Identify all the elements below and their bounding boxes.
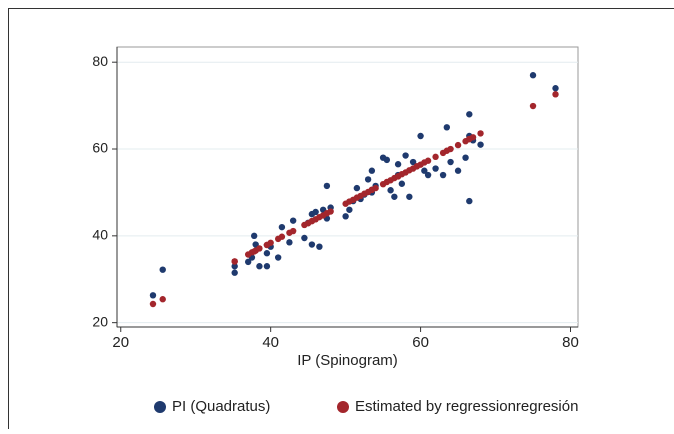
point <box>399 181 405 187</box>
x-tick-label: 80 <box>562 334 579 351</box>
point <box>466 198 472 204</box>
point <box>470 134 476 140</box>
point <box>395 161 401 167</box>
point <box>455 168 461 174</box>
point <box>466 111 472 117</box>
y-tick-label: 60 <box>92 140 108 156</box>
point <box>372 185 378 191</box>
point <box>279 234 285 240</box>
point <box>275 254 281 260</box>
point <box>391 194 397 200</box>
point <box>231 258 237 264</box>
point <box>425 158 431 164</box>
point <box>150 301 156 307</box>
point <box>387 187 393 193</box>
point <box>447 146 453 152</box>
y-tick-label: 80 <box>92 53 108 69</box>
point <box>160 296 166 302</box>
point <box>530 103 536 109</box>
legend-label: Estimated by regressionregresión <box>355 398 578 415</box>
point <box>552 85 558 91</box>
point <box>432 165 438 171</box>
point <box>256 263 262 269</box>
point <box>267 240 273 246</box>
x-tick-label: 60 <box>412 334 429 351</box>
point <box>256 245 262 251</box>
point <box>406 194 412 200</box>
point <box>477 130 483 136</box>
x-tick-label: 20 <box>112 334 129 351</box>
point <box>530 72 536 78</box>
point <box>384 157 390 163</box>
point <box>432 154 438 160</box>
point <box>286 239 292 245</box>
point <box>417 133 423 139</box>
plot-area <box>117 47 578 327</box>
point <box>455 142 461 148</box>
legend-marker <box>154 401 166 413</box>
point <box>290 217 296 223</box>
point <box>369 168 375 174</box>
point <box>440 172 446 178</box>
x-axis-label: IP (Spinogram) <box>297 352 398 369</box>
point <box>354 185 360 191</box>
y-tick-label: 40 <box>92 227 108 243</box>
point <box>552 91 558 97</box>
point <box>365 176 371 182</box>
point <box>150 292 156 298</box>
point <box>301 235 307 241</box>
point <box>316 243 322 249</box>
point <box>324 183 330 189</box>
legend-label: PI (Quadratus) <box>172 398 270 415</box>
point <box>251 233 257 239</box>
legend-marker <box>337 401 349 413</box>
point <box>342 213 348 219</box>
point <box>447 159 453 165</box>
point <box>312 209 318 215</box>
point <box>264 263 270 269</box>
point <box>290 228 296 234</box>
point <box>462 154 468 160</box>
point <box>160 266 166 272</box>
point <box>425 172 431 178</box>
point <box>309 241 315 247</box>
x-tick-label: 40 <box>262 334 279 351</box>
point <box>346 207 352 213</box>
point <box>444 124 450 130</box>
point <box>264 250 270 256</box>
point <box>231 270 237 276</box>
y-tick-label: 20 <box>92 313 108 329</box>
point <box>327 208 333 214</box>
point <box>279 224 285 230</box>
point <box>402 152 408 158</box>
point <box>477 141 483 147</box>
